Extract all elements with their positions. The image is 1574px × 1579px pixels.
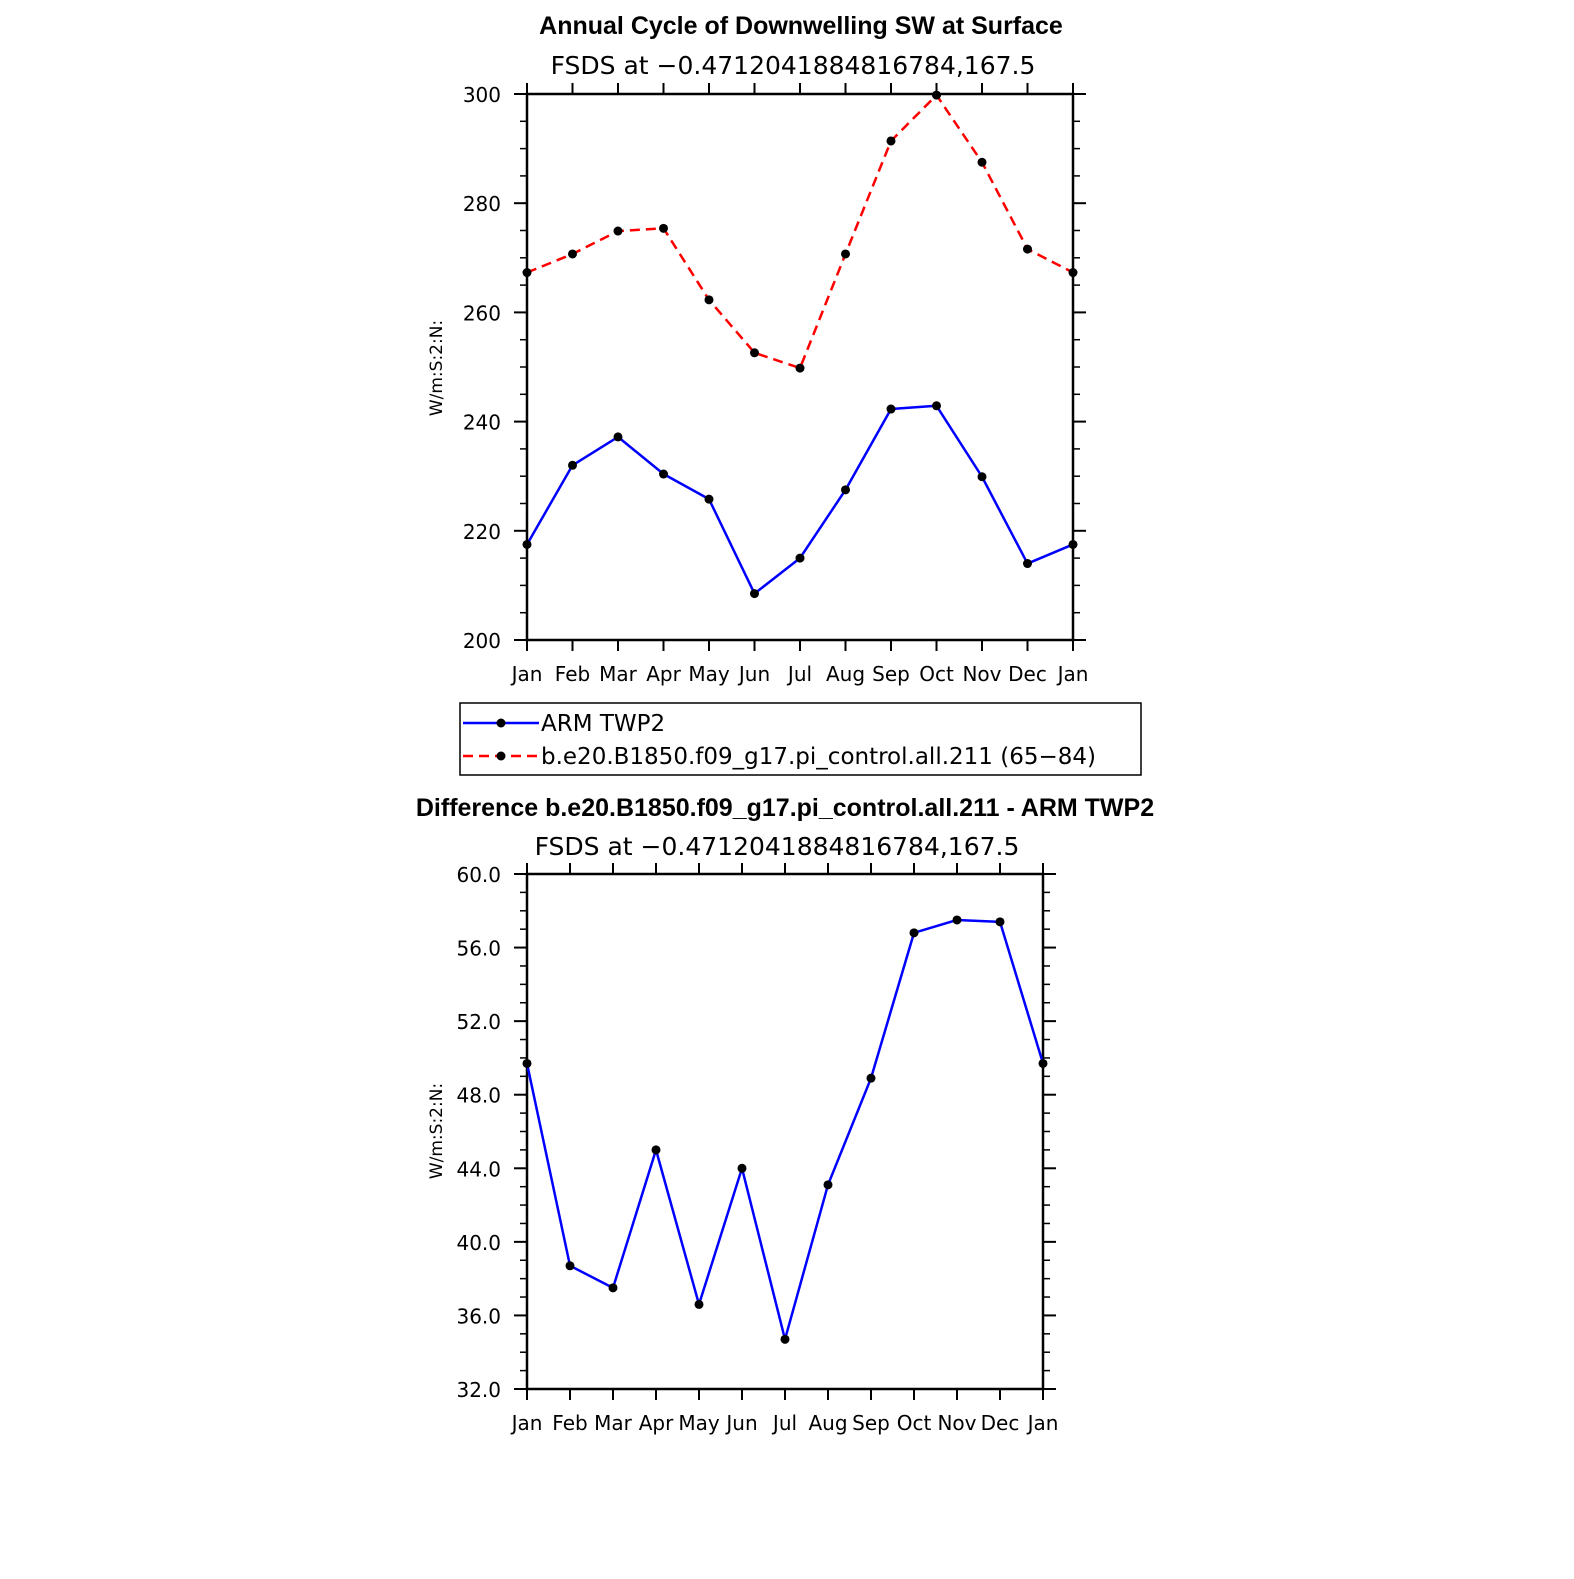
- x-tick-label: Aug: [826, 662, 865, 686]
- legend-marker-model: [496, 751, 506, 761]
- data-point: [866, 1073, 876, 1083]
- chart-title: Annual Cycle of Downwelling SW at Surfac…: [539, 12, 1063, 40]
- y-tick-label: 240: [463, 411, 501, 435]
- series-line-0: [525, 404, 1074, 595]
- x-tick-label: Feb: [552, 1411, 587, 1435]
- x-tick-label: Feb: [555, 662, 590, 686]
- y-tick-label: 260: [463, 301, 501, 325]
- y-tick-label: 60.0: [456, 863, 501, 887]
- data-point: [1068, 539, 1078, 549]
- data-point: [795, 363, 805, 373]
- x-tick-label: Aug: [808, 1411, 847, 1435]
- data-point: [1023, 244, 1032, 254]
- data-point: [1023, 559, 1032, 569]
- data-point: [795, 553, 805, 563]
- data-point: [750, 348, 759, 358]
- y-tick-label: 280: [463, 192, 501, 216]
- x-tick-label: May: [678, 1411, 720, 1435]
- legend: ARM TWP2 b.e20.B1850.f09_g17.pi_control.…: [459, 702, 1142, 776]
- series-line-0: [525, 918, 1045, 1341]
- data-point: [737, 1163, 747, 1173]
- legend-marker-arm-twp2: [496, 718, 506, 728]
- data-point: [608, 1283, 618, 1293]
- data-point: [952, 915, 962, 925]
- data-point: [522, 1058, 532, 1068]
- plot-area-annual-cycle: Jan Feb Mar Apr May Jun Jul Aug Sep Oct Nov Dec Jan 2…: [463, 83, 1089, 686]
- data-point: [694, 1299, 704, 1309]
- data-point: [932, 401, 941, 411]
- chart-subtitle-difference: FSDS at −0.4712041884816784,167.5: [535, 832, 1020, 861]
- data-point: [613, 226, 623, 236]
- y-tick-label: 40.0: [456, 1231, 501, 1255]
- series-line-1: [526, 93, 1074, 370]
- data-point: [841, 249, 850, 259]
- data-point: [651, 1145, 661, 1155]
- x-tick-label: Jan: [1056, 662, 1089, 686]
- data-point: [565, 1261, 575, 1271]
- data-point: [977, 157, 987, 167]
- data-point: [613, 432, 623, 442]
- data-point: [909, 928, 919, 938]
- y-tick-label: 52.0: [456, 1010, 501, 1034]
- y-tick-label: 36.0: [456, 1304, 501, 1328]
- x-tick-label: Oct: [919, 662, 954, 686]
- data-point: [522, 539, 532, 549]
- legend-label-model: b.e20.B1850.f09_g17.pi_control.all.211 (…: [541, 744, 1096, 770]
- x-tick-label: Jun: [737, 662, 770, 686]
- x-tick-label: Jan: [510, 662, 543, 686]
- chart-subtitle: FSDS at −0.4712041884816784,167.5: [551, 51, 1036, 80]
- data-point: [1038, 1058, 1048, 1068]
- data-point: [750, 589, 759, 599]
- y-tick-label: 44.0: [456, 1157, 501, 1181]
- data-point: [568, 460, 577, 470]
- x-tick-label: Jun: [724, 1411, 757, 1435]
- plot-area-difference: Jan Feb Mar Apr May Jun Jul Aug Sep Oct Nov Dec Jan3…: [456, 863, 1058, 1435]
- x-tick-label: Mar: [594, 1411, 633, 1435]
- data-point: [823, 1180, 833, 1190]
- x-tick-label: Sep: [872, 662, 910, 686]
- data-point: [522, 268, 532, 278]
- data-point: [704, 494, 714, 504]
- x-tick-label: Dec: [981, 1411, 1020, 1435]
- legend-box: [459, 702, 1142, 776]
- x-tick-label: Jan: [1026, 1411, 1059, 1435]
- x-tick-label: Nov: [937, 1411, 976, 1435]
- data-point: [932, 90, 941, 100]
- y-axis-label-difference: W/m:S:2:N:: [427, 1083, 447, 1179]
- y-tick-label: 300: [463, 83, 501, 107]
- x-tick-label: Apr: [639, 1411, 674, 1435]
- data-point: [977, 472, 987, 482]
- x-tick-label: Dec: [1008, 662, 1047, 686]
- y-tick-label: 200: [463, 629, 501, 653]
- x-tick-label: Mar: [599, 662, 638, 686]
- x-tick-label: Sep: [852, 1411, 890, 1435]
- data-point: [886, 404, 896, 414]
- y-tick-label: 48.0: [456, 1084, 501, 1108]
- y-tick-label: 32.0: [456, 1378, 501, 1402]
- data-point: [995, 917, 1005, 927]
- x-tick-label: May: [688, 662, 730, 686]
- x-tick-label: Nov: [962, 662, 1001, 686]
- x-tick-label: Jan: [510, 1411, 543, 1435]
- y-tick-label: 56.0: [456, 937, 501, 961]
- data-point: [704, 295, 714, 305]
- x-tick-label: Jul: [786, 662, 812, 686]
- x-tick-label: Oct: [897, 1411, 932, 1435]
- chart-title-difference: Difference b.e20.B1850.f09_g17.pi_contro…: [416, 794, 1154, 822]
- data-point: [780, 1334, 790, 1344]
- data-point: [841, 485, 850, 495]
- plot-frame: [525, 872, 1045, 1391]
- x-tick-label: Apr: [646, 662, 681, 686]
- legend-label-arm-twp2: ARM TWP2: [541, 711, 665, 737]
- x-tick-label: Jul: [771, 1411, 797, 1435]
- data-point: [659, 469, 668, 479]
- data-point: [1068, 268, 1078, 278]
- data-point: [886, 136, 896, 146]
- y-tick-label: 220: [463, 520, 501, 544]
- data-point: [659, 223, 668, 233]
- y-axis-label: W/m:S:2:N:: [427, 320, 447, 416]
- data-point: [568, 249, 577, 259]
